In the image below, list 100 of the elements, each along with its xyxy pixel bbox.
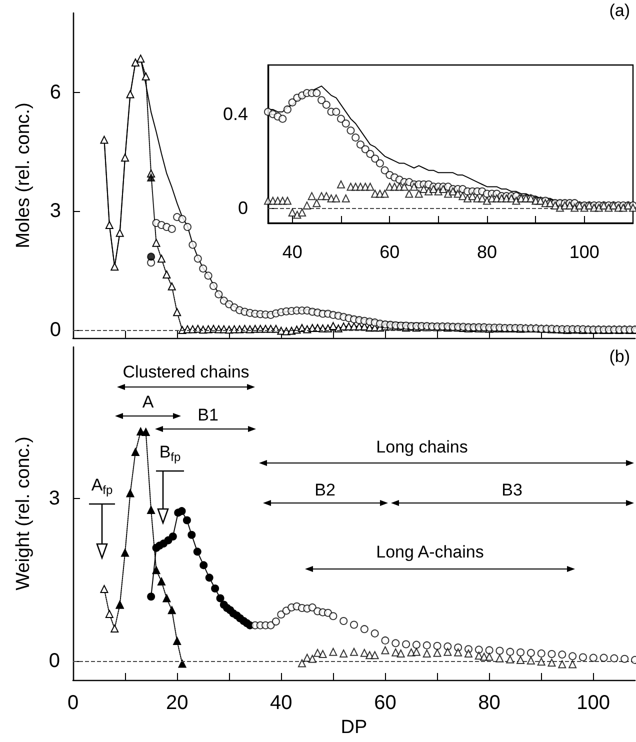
point	[157, 577, 166, 586]
point	[412, 648, 420, 656]
point	[620, 654, 629, 663]
annotation: Long chains	[376, 438, 468, 456]
x-axis-title: DP	[340, 717, 368, 738]
point	[178, 507, 186, 516]
y-axis-title: Weight (rel. conc.)	[13, 436, 34, 590]
point	[392, 648, 400, 656]
point	[131, 58, 140, 67]
point	[396, 649, 405, 658]
point	[211, 584, 220, 592]
point	[485, 646, 494, 654]
point	[126, 489, 134, 498]
point	[496, 646, 504, 655]
point	[152, 566, 160, 574]
annotation: B2	[314, 480, 336, 500]
point	[116, 228, 124, 237]
x-tick-label: 40	[270, 692, 292, 714]
point	[110, 624, 119, 633]
point	[558, 660, 566, 668]
point	[340, 616, 348, 625]
point	[318, 650, 327, 658]
point	[568, 660, 577, 668]
x-tick-label: 100	[569, 242, 600, 262]
point	[298, 659, 306, 668]
point	[272, 618, 280, 626]
point	[200, 561, 208, 570]
point	[506, 648, 514, 656]
annotation: Clustered chains	[122, 362, 250, 382]
point	[188, 530, 196, 539]
point	[110, 262, 119, 271]
point	[381, 646, 390, 654]
point	[100, 585, 108, 594]
point	[526, 656, 535, 665]
point	[205, 574, 214, 582]
point	[126, 90, 134, 98]
x-tick-label: 100	[576, 692, 610, 714]
point	[168, 532, 177, 541]
point	[314, 648, 322, 657]
point	[568, 652, 577, 660]
point	[474, 646, 483, 654]
x-tick-label: 80	[476, 242, 498, 262]
y-tick-label: 0.4	[222, 104, 248, 124]
point	[392, 639, 400, 648]
y-tick-label: 0	[50, 319, 61, 341]
point	[610, 654, 618, 662]
annotation: (a)	[609, 1, 630, 20]
point	[178, 660, 186, 668]
point	[516, 648, 525, 656]
point	[589, 654, 598, 662]
y-tick-label: 6	[50, 81, 61, 104]
point	[548, 650, 556, 658]
point	[266, 621, 275, 630]
point	[506, 655, 514, 664]
y-axis-title: Moles (rel. conc.)	[13, 102, 34, 248]
point	[277, 610, 286, 618]
annotation: B3	[502, 480, 522, 500]
point	[537, 649, 546, 658]
y-tick-label: 0	[48, 650, 60, 672]
point	[496, 654, 504, 662]
x-tick-label: 40	[282, 242, 302, 262]
point	[308, 603, 316, 612]
point	[121, 548, 130, 557]
point	[329, 648, 338, 656]
point	[147, 506, 156, 514]
point	[193, 548, 202, 556]
point	[100, 136, 108, 144]
x-tick-label: 0	[67, 692, 79, 714]
point	[105, 610, 114, 618]
point	[526, 648, 535, 657]
point	[173, 637, 182, 646]
annotation: B1	[198, 406, 218, 424]
point	[402, 640, 410, 648]
point	[381, 636, 390, 644]
point	[516, 656, 525, 664]
x-tick-label: 80	[478, 692, 500, 714]
annotation: Long A-chains	[376, 542, 484, 562]
point	[444, 642, 452, 650]
x-tick-label: 60	[374, 692, 396, 714]
point	[548, 658, 556, 667]
annotation: A	[142, 392, 154, 412]
y-tick-label: 3	[50, 200, 61, 222]
point	[360, 648, 368, 657]
y-tick-label: 3	[48, 488, 60, 510]
point	[433, 642, 442, 650]
point	[162, 594, 171, 602]
point	[370, 651, 379, 660]
point	[444, 648, 452, 656]
point	[485, 652, 494, 661]
point	[558, 650, 566, 659]
point	[600, 654, 608, 662]
point	[422, 641, 431, 650]
point	[464, 649, 472, 658]
point	[370, 629, 379, 638]
point	[147, 592, 156, 601]
point	[350, 620, 358, 629]
point	[578, 653, 587, 662]
x-tick-label: 60	[380, 242, 400, 262]
point	[105, 220, 114, 229]
point	[142, 428, 150, 436]
